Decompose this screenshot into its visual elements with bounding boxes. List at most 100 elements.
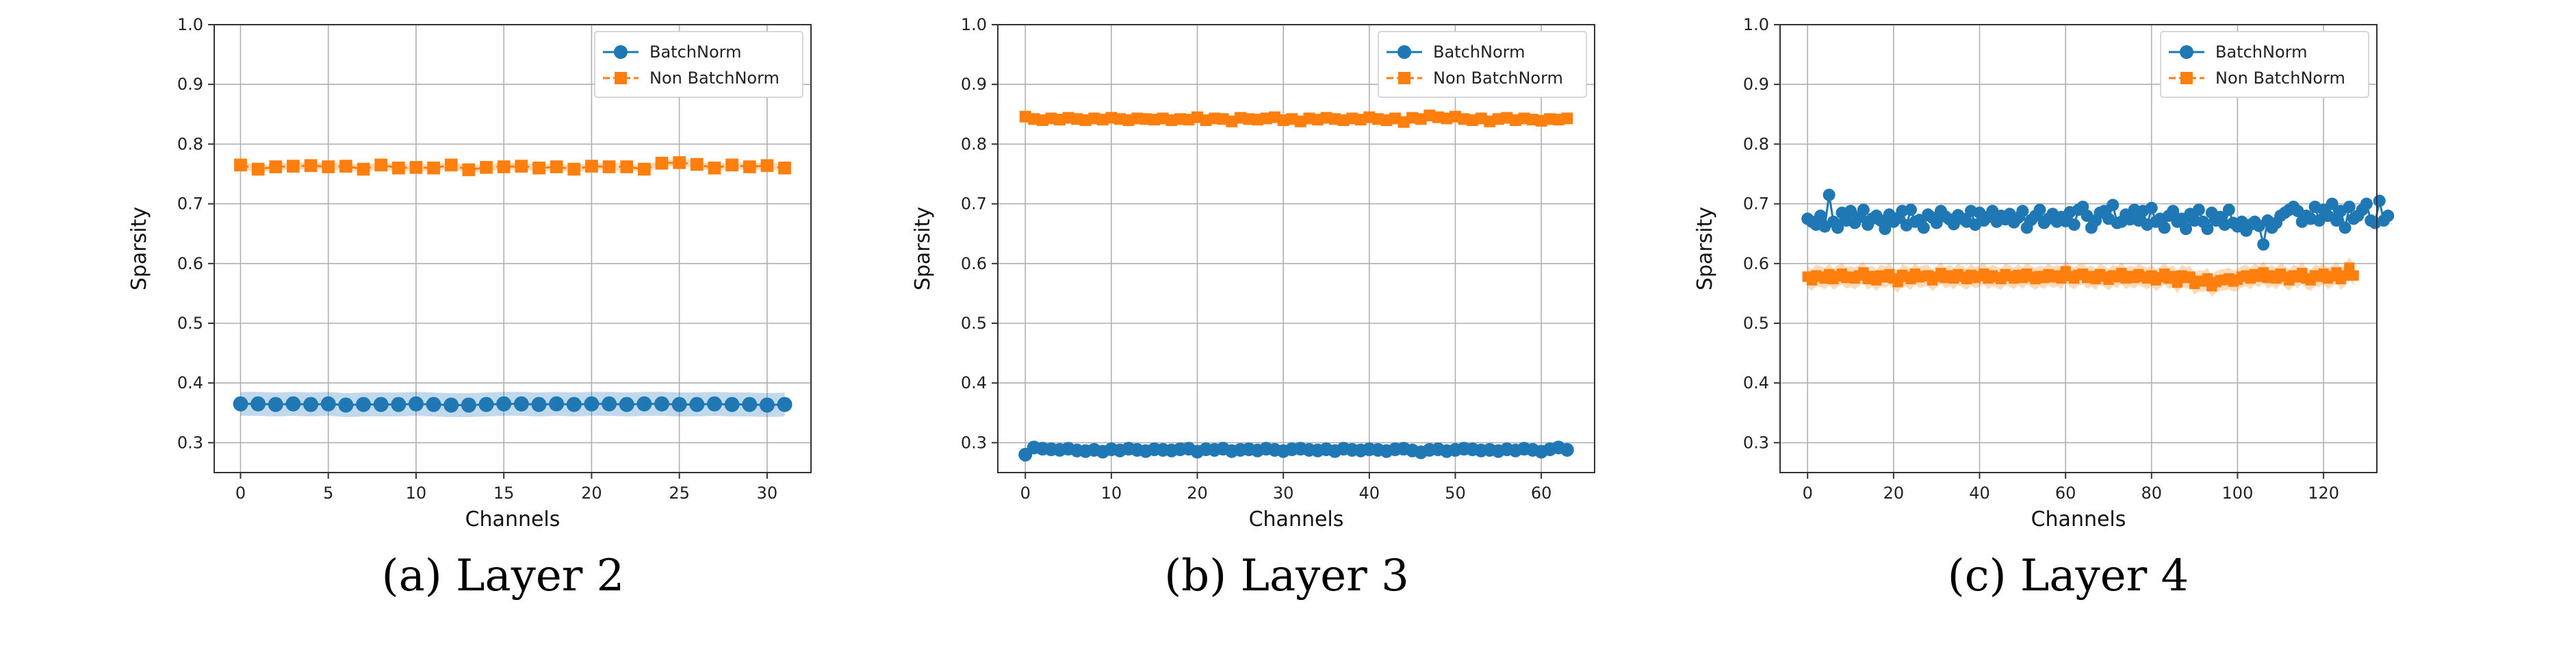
data-point — [233, 396, 248, 412]
x-tick-label: 30 — [1273, 484, 1294, 503]
plot-frame-layer-4 — [1779, 24, 2378, 473]
x-tick-label: 20 — [1187, 484, 1208, 503]
x-tick-label: 0 — [235, 484, 246, 503]
panel-layer-2: 0 5 10 15 20 25 30 0.3 0.4 0.5 0.6 0.7 0.8 0.9 1.0 Ch… — [127, 15, 812, 601]
legend-box-layer-4 — [2160, 31, 2369, 98]
data-point — [549, 396, 565, 412]
data-point — [636, 396, 652, 412]
y-tick-label: 0.9 — [177, 75, 203, 94]
y-tick-label: 0.3 — [177, 433, 203, 452]
x-tick-label: 10 — [1101, 484, 1122, 503]
x-tick-label: 20 — [581, 484, 602, 503]
data-point — [443, 397, 459, 413]
data-point — [1814, 210, 1827, 223]
data-point — [426, 397, 441, 412]
data-point — [1831, 221, 1844, 234]
x-tick-label: 40 — [1969, 484, 1990, 503]
x-tick-label: 15 — [493, 484, 515, 503]
legend-label-batchnorm: BatchNorm — [2215, 42, 2307, 62]
x-axis-label-layer-4: Channels — [2031, 507, 2126, 531]
y-tick-label: 0.7 — [1743, 195, 1769, 214]
data-point — [2145, 201, 2158, 214]
data-point — [654, 396, 669, 412]
x-ticks-layer-4: 0 20 40 60 80 100 120 — [1803, 473, 2339, 503]
data-point — [303, 397, 319, 412]
y-tick-label: 0.6 — [177, 254, 203, 273]
data-point — [2222, 203, 2235, 216]
data-point — [2158, 221, 2171, 234]
data-point — [689, 397, 705, 412]
data-point — [462, 163, 476, 177]
data-point — [708, 161, 721, 175]
data-point — [759, 397, 775, 413]
y-tick-label: 0.8 — [1743, 134, 1769, 153]
legend-marker-batchnorm — [614, 45, 628, 59]
data-point — [1930, 216, 1943, 229]
data-point — [373, 397, 389, 412]
data-point — [671, 397, 687, 412]
legend-label-batchnorm: BatchNorm — [1433, 42, 1525, 62]
legend-layer-2: BatchNorm Non BatchNorm — [594, 31, 803, 98]
data-point — [725, 158, 738, 172]
data-point — [2373, 195, 2386, 208]
data-point — [777, 397, 793, 412]
data-point — [778, 161, 791, 175]
y-axis-label-layer-3: Sparsity — [911, 207, 935, 290]
legend-marker-non-batchnorm — [1398, 72, 1411, 84]
data-point — [287, 160, 300, 173]
caption-layer-4: (c) Layer 4 — [1948, 551, 2189, 601]
data-point — [2016, 205, 2029, 218]
data-point — [1857, 203, 1870, 216]
legend-box-layer-3 — [1378, 31, 1587, 98]
data-point — [584, 396, 600, 412]
data-point — [1904, 203, 1917, 216]
data-point — [1879, 223, 1892, 236]
data-point — [602, 160, 616, 173]
data-point — [673, 156, 686, 169]
data-point — [268, 397, 283, 412]
data-point — [655, 156, 669, 170]
data-point — [531, 397, 547, 412]
legend-marker-batchnorm — [1398, 45, 1411, 59]
data-point — [2257, 238, 2270, 251]
data-point — [2360, 197, 2373, 210]
x-tick-label: 80 — [2141, 484, 2163, 503]
legend-layer-4: BatchNorm Non BatchNorm — [2160, 31, 2369, 98]
legend-label-non-batchnorm: Non BatchNorm — [1433, 68, 1563, 88]
data-point — [620, 160, 634, 173]
legend-box-layer-2 — [594, 31, 803, 98]
x-tick-label: 50 — [1445, 484, 1466, 503]
data-point — [2326, 197, 2339, 210]
data-point — [1560, 442, 1574, 457]
y-tick-label: 0.3 — [961, 433, 987, 452]
data-point — [285, 396, 301, 412]
legend-marker-non-batchnorm — [615, 72, 627, 84]
plot-frame-layer-2 — [214, 24, 812, 473]
y-tick-label: 0.6 — [1743, 254, 1769, 273]
data-point — [339, 160, 352, 173]
legend-marker-non-batchnorm — [2180, 72, 2193, 84]
data-point — [567, 162, 581, 176]
data-point — [427, 161, 440, 175]
legend-layer-3: BatchNorm Non BatchNorm — [1378, 31, 1587, 98]
data-point — [322, 160, 335, 173]
y-tick-label: 0.9 — [1743, 75, 1769, 94]
x-axis-label-layer-2: Channels — [465, 507, 561, 531]
legend-label-non-batchnorm: Non BatchNorm — [649, 68, 780, 88]
data-point — [1822, 188, 1836, 201]
y-tick-label: 0.4 — [1743, 373, 1769, 392]
panel-layer-3: 0 10 20 30 40 50 60 0.3 0.4 0.5 0.6 0.7 0.8 0.9 1.0 C… — [911, 15, 1595, 601]
data-point — [480, 161, 493, 174]
y-tick-label: 0.7 — [961, 195, 987, 214]
markers-layer-4 — [1801, 188, 2395, 292]
data-point — [602, 396, 617, 412]
data-point — [497, 160, 511, 173]
data-point — [461, 397, 476, 413]
data-point — [2192, 203, 2205, 216]
data-point — [478, 397, 494, 412]
x-tick-label: 20 — [1883, 484, 1905, 503]
caption-layer-3: (b) Layer 3 — [1164, 551, 1409, 601]
data-point — [585, 160, 598, 173]
y-tick-label: 0.4 — [177, 373, 203, 392]
data-point — [2330, 214, 2343, 227]
